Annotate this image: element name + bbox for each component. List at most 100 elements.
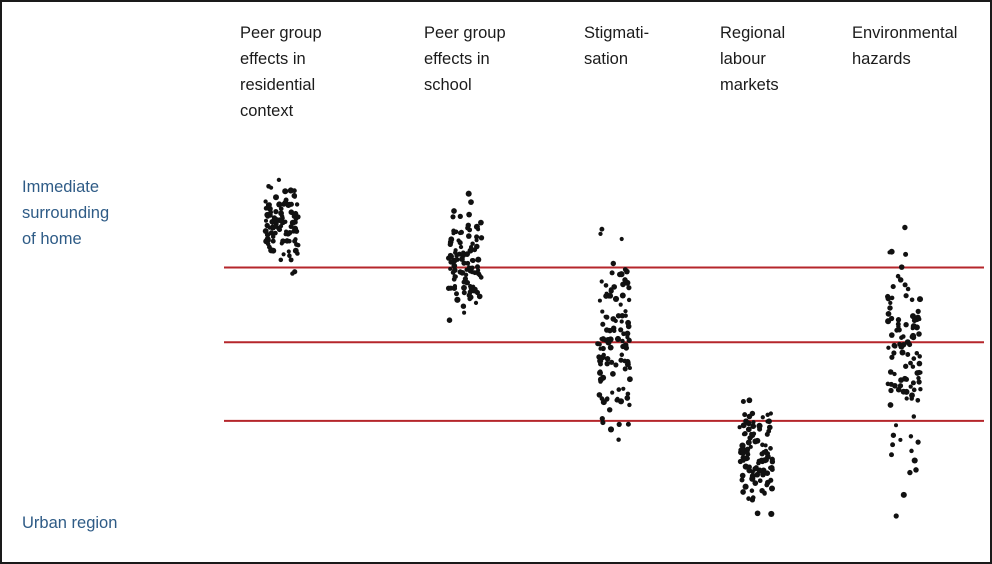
dot (763, 457, 769, 463)
dot (887, 402, 894, 408)
dot (917, 354, 922, 359)
dot (272, 230, 278, 236)
dot (746, 413, 753, 420)
dot (621, 386, 626, 391)
dot (624, 395, 631, 401)
dot (756, 422, 763, 429)
dot (464, 279, 471, 286)
dot (911, 387, 917, 393)
dot (454, 296, 461, 303)
dot (757, 478, 763, 484)
dot (615, 313, 622, 319)
dot (287, 187, 294, 194)
dot (474, 264, 481, 270)
dot (760, 415, 765, 420)
dot (891, 342, 898, 349)
row-label-urban-region: Urban region (22, 514, 118, 532)
dot (289, 219, 296, 226)
dot (763, 448, 769, 454)
dot (276, 177, 282, 183)
dot (893, 513, 899, 519)
dot (266, 238, 271, 243)
dot (476, 293, 483, 300)
dot (288, 201, 294, 207)
dot (908, 434, 914, 439)
dot (454, 253, 459, 259)
dot (614, 335, 622, 343)
dot (908, 360, 913, 366)
dot (609, 270, 615, 276)
dot (891, 350, 897, 356)
dot (888, 332, 895, 338)
dot (290, 271, 295, 276)
dot (467, 294, 474, 301)
dot (897, 277, 904, 283)
dot (765, 479, 771, 486)
dot (465, 260, 471, 266)
dot (885, 311, 892, 317)
dot (914, 350, 920, 356)
dot (476, 268, 481, 273)
dot (457, 213, 463, 220)
dot (610, 260, 617, 267)
dot (898, 343, 905, 350)
dot (898, 264, 905, 270)
dot (266, 183, 271, 189)
dot (598, 231, 603, 237)
dot (890, 284, 896, 290)
dot (450, 214, 456, 220)
dot (899, 349, 906, 356)
dot (295, 251, 300, 256)
dot (752, 480, 759, 486)
dot (895, 386, 902, 393)
dot (746, 397, 753, 404)
dot (740, 398, 746, 405)
row-label-immediate-surrounding: Immediate surrounding of home (22, 178, 110, 248)
dot (627, 376, 633, 383)
dot (890, 432, 897, 438)
dot (273, 194, 279, 201)
dot (272, 216, 279, 223)
dot (263, 205, 269, 211)
dot (272, 224, 278, 229)
dot (768, 465, 773, 470)
dot (889, 354, 895, 360)
dot (746, 496, 751, 501)
dot (900, 388, 907, 395)
dot (902, 282, 908, 288)
dot-cluster-peer-school (445, 190, 485, 323)
dot (264, 232, 271, 238)
dot (474, 234, 480, 240)
dot (747, 435, 753, 441)
dot (903, 363, 909, 369)
dot (895, 317, 902, 323)
dot (448, 266, 453, 271)
dot (283, 219, 288, 224)
dot (904, 396, 909, 401)
dot (915, 397, 921, 403)
dot-cluster-stigmatisation (595, 226, 633, 442)
dot (608, 287, 614, 292)
dot (909, 392, 915, 399)
dot (604, 396, 610, 402)
dot (596, 392, 603, 398)
dot (742, 483, 749, 490)
dot (610, 390, 615, 395)
dot (765, 419, 770, 424)
dot (281, 201, 287, 207)
dot (911, 317, 918, 324)
dot (449, 259, 454, 264)
dot (607, 344, 614, 351)
dot (283, 197, 289, 203)
dot (604, 291, 609, 296)
dot (283, 232, 288, 237)
dot (618, 302, 623, 307)
dot (459, 256, 465, 262)
dot (744, 449, 750, 455)
dot (286, 249, 291, 254)
dot (909, 297, 915, 303)
dot (606, 407, 613, 413)
dot (741, 458, 746, 463)
dot (448, 253, 454, 260)
dot (768, 485, 776, 492)
